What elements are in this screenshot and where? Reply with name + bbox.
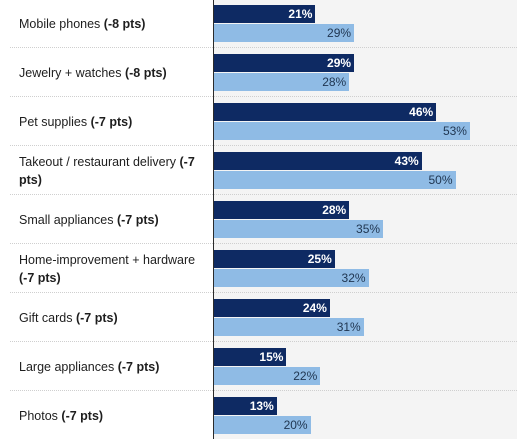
chart-row: Mobile phones (-8 pts) 21% 29% [0, 0, 529, 48]
row-divider [10, 243, 517, 244]
category-change: (-7 pts) [19, 155, 195, 187]
data-label: 29% [327, 56, 352, 70]
chart-row: Pet supplies (-7 pts) 46% 53% [0, 97, 529, 146]
bar-series-2: 35% [214, 220, 384, 238]
bar-series-1: 13% [214, 397, 277, 415]
category-name: Takeout / restaurant delivery [19, 155, 177, 169]
category-change: (-7 pts) [116, 213, 159, 227]
chart-row: Gift cards (-7 pts) 24% 31% [0, 293, 529, 342]
row-divider [10, 292, 517, 293]
row-divider [10, 341, 517, 342]
category-change: (-7 pts) [90, 115, 133, 129]
bar-series-2: 53% [214, 122, 470, 140]
data-label: 46% [409, 105, 434, 119]
category-name: Gift cards [19, 311, 73, 325]
y-axis-line [213, 0, 214, 439]
data-label: 20% [283, 418, 308, 432]
bar-series-1: 43% [214, 152, 422, 170]
category-label: Large appliances (-7 pts) [19, 358, 209, 376]
chart-row: Large appliances (-7 pts) 15% 22% [0, 342, 529, 391]
row-divider [10, 194, 517, 195]
data-label: 21% [288, 7, 313, 21]
category-change: (-8 pts) [103, 17, 146, 31]
row-divider [10, 47, 517, 48]
category-label: Gift cards (-7 pts) [19, 309, 209, 327]
data-label: 28% [322, 75, 347, 89]
data-label: 22% [293, 369, 318, 383]
chart-row: Jewelry + watches (-8 pts) 29% 28% [0, 48, 529, 97]
data-label: 13% [249, 399, 274, 413]
category-label: Photos (-7 pts) [19, 407, 209, 425]
category-label: Home-improvement + hardware (-7 pts) [19, 251, 209, 287]
data-label: 31% [336, 320, 361, 334]
data-label: 24% [302, 301, 327, 315]
category-name: Pet supplies [19, 115, 88, 129]
data-label: 43% [394, 154, 419, 168]
bar-series-2: 32% [214, 269, 369, 287]
row-divider [10, 390, 517, 391]
data-label: 25% [307, 252, 332, 266]
chart-row: Home-improvement + hardware (-7 pts) 25% 3… [0, 244, 529, 293]
data-label: 35% [356, 222, 381, 236]
bar-series-2: 50% [214, 171, 456, 189]
category-name: Photos [19, 409, 58, 423]
category-name: Small appliances [19, 213, 114, 227]
chart-row: Photos (-7 pts) 13% 20% [0, 391, 529, 439]
category-change: (-8 pts) [124, 66, 167, 80]
data-label: 29% [327, 26, 352, 40]
category-label: Mobile phones (-8 pts) [19, 15, 209, 33]
data-label: 53% [442, 124, 467, 138]
data-label: 32% [341, 271, 366, 285]
bar-series-1: 25% [214, 250, 335, 268]
chart-row: Takeout / restaurant delivery (-7 pts) 43… [0, 146, 529, 195]
category-label: Jewelry + watches (-8 pts) [19, 64, 209, 82]
bar-series-2: 22% [214, 367, 321, 385]
category-label: Pet supplies (-7 pts) [19, 113, 209, 131]
bar-series-1: 21% [214, 5, 316, 23]
row-divider [10, 96, 517, 97]
category-name: Large appliances [19, 360, 115, 374]
category-change: (-7 pts) [75, 311, 118, 325]
category-name: Home-improvement + hardware [19, 253, 196, 267]
data-label: 28% [322, 203, 347, 217]
bar-series-2: 29% [214, 24, 355, 42]
bar-series-2: 28% [214, 73, 350, 91]
data-label: 15% [259, 350, 284, 364]
category-name: Jewelry + watches [19, 66, 122, 80]
category-change: (-7 pts) [61, 409, 104, 423]
row-divider [10, 145, 517, 146]
bar-series-1: 46% [214, 103, 437, 121]
category-change: (-7 pts) [19, 271, 61, 285]
chart-row: Small appliances (-7 pts) 28% 35% [0, 195, 529, 244]
category-label: Takeout / restaurant delivery (-7 pts) [19, 153, 209, 189]
category-label: Small appliances (-7 pts) [19, 211, 209, 229]
bar-series-1: 24% [214, 299, 330, 317]
bar-series-1: 28% [214, 201, 350, 219]
category-change: (-7 pts) [117, 360, 160, 374]
bar-series-2: 20% [214, 416, 311, 434]
bar-series-1: 15% [214, 348, 287, 366]
bar-series-1: 29% [214, 54, 355, 72]
bar-series-2: 31% [214, 318, 364, 336]
category-name: Mobile phones [19, 17, 101, 31]
data-label: 50% [428, 173, 453, 187]
